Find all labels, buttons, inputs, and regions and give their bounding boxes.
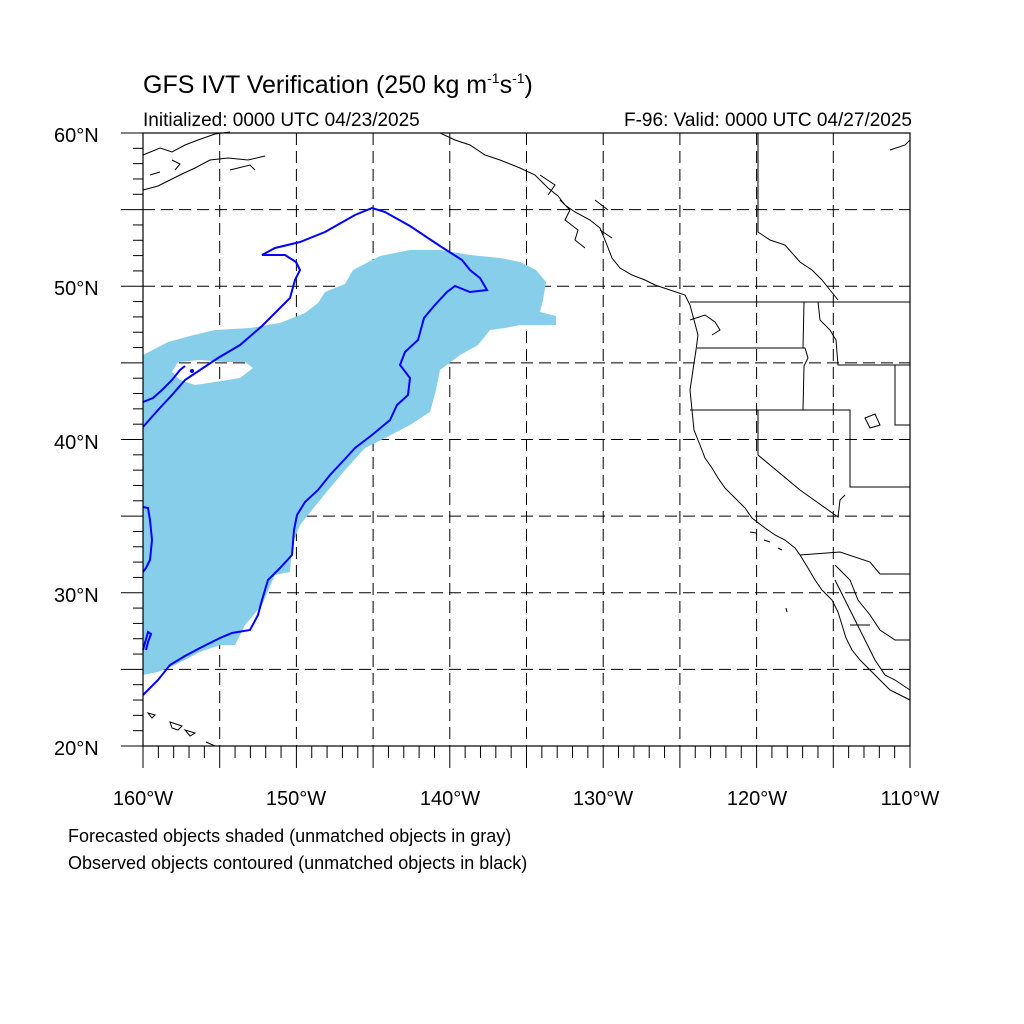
lat-label-30: 30°N	[54, 585, 99, 607]
lat-label-40: 40°N	[54, 432, 99, 454]
lon-label-140w: 140°W	[420, 788, 480, 810]
coastlines	[142, 131, 911, 747]
lon-label-110w: 110°W	[881, 788, 940, 810]
chart-title: GFS IVT Verification (250 kg m-1s-1)	[143, 70, 533, 99]
lon-label-160w: 160°W	[113, 788, 173, 810]
legend-forecast: Forecasted objects shaded (unmatched obj…	[68, 826, 512, 846]
valid-time: F-96: Valid: 0000 UTC 04/27/2025	[624, 110, 912, 131]
lat-label-60: 60°N	[54, 125, 99, 147]
observed-object-dot	[190, 369, 194, 373]
lat-label-20: 20°N	[54, 738, 99, 760]
lon-label-150w: 150°W	[266, 788, 326, 810]
observed-object-contour	[142, 206, 489, 696]
forecast-object-shading	[143, 250, 556, 675]
initialized-time: Initialized: 0000 UTC 04/23/2025	[143, 110, 420, 131]
observed-object-contour-3	[142, 506, 154, 573]
observed-object-contour-4	[142, 630, 153, 651]
lat-label-50: 50°N	[54, 278, 99, 300]
axis-ticks	[121, 132, 911, 768]
legend-observed: Observed objects contoured (unmatched ob…	[68, 853, 528, 873]
observed-object-contour-2	[142, 365, 186, 403]
lon-label-130w: 130°W	[573, 788, 633, 810]
lon-label-120w: 120°W	[727, 788, 787, 810]
